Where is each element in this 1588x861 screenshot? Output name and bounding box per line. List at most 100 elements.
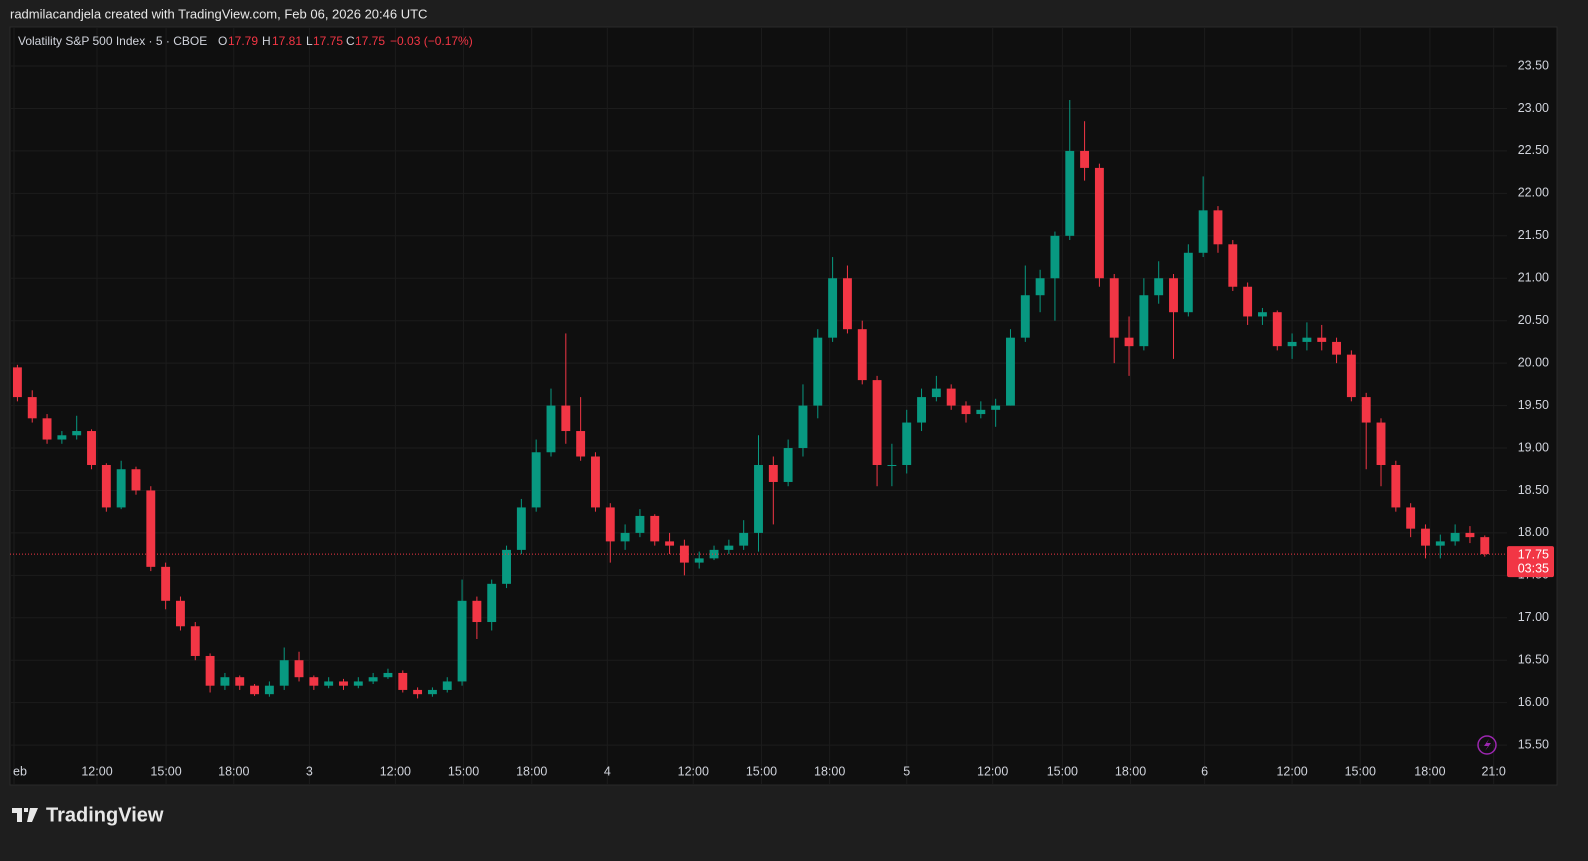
alert-bolt[interactable] [1484, 739, 1491, 751]
legend-o: 17.79 [228, 34, 258, 48]
candle-body [842, 278, 852, 330]
x-tick-label: 12:00 [81, 764, 112, 778]
y-tick-label: 21.50 [1518, 228, 1549, 242]
candle-body [353, 681, 363, 686]
candle-body [857, 329, 867, 381]
candle-body [724, 545, 734, 550]
candle-body [1480, 537, 1490, 555]
candle-body [87, 431, 96, 465]
x-tick-label: 15:00 [448, 764, 479, 778]
x-tick-label: 18:00 [516, 764, 547, 778]
legend: Volatility S&P 500 Index · 5 · CBOE O 17… [18, 34, 473, 48]
x-tick-label: 5 [903, 764, 910, 778]
candle-body [190, 626, 200, 656]
candle-body [339, 681, 348, 686]
candle-body [176, 600, 185, 627]
candle-body [798, 405, 808, 449]
legend-l-label: L [306, 34, 313, 48]
candle-body [739, 532, 749, 546]
axes: 15.5016.0016.5017.0017.5018.0018.5019.00… [10, 58, 1554, 778]
candle-body [309, 677, 319, 686]
y-tick-label: 18.50 [1518, 483, 1549, 497]
candle-body [694, 558, 704, 563]
y-tick-label: 23.00 [1518, 101, 1549, 115]
candle-body [813, 337, 823, 406]
candle-body [1139, 295, 1149, 347]
y-tick-label: 16.00 [1518, 695, 1549, 709]
candle-body [620, 532, 630, 542]
footer-logo: TradingView [12, 804, 164, 826]
candle-body [279, 660, 289, 686]
candle-body [991, 405, 1001, 410]
candle-body [650, 515, 660, 542]
candle-body [946, 388, 956, 406]
candle-body [264, 685, 274, 695]
candle-body [1391, 464, 1401, 508]
candle-body [398, 672, 408, 690]
candle-body [605, 507, 615, 542]
brand: TradingView [46, 804, 164, 826]
alert-icon[interactable] [1477, 735, 1497, 755]
candle-body [487, 583, 497, 623]
x-tick-label: 15:00 [1047, 764, 1078, 778]
candle-body [1406, 507, 1416, 529]
legend-title: Volatility S&P 500 Index · 5 · CBOE [18, 34, 207, 48]
candle-body [591, 456, 600, 508]
candle-body [1080, 150, 1090, 168]
candle-body [1198, 210, 1208, 253]
candle-body [131, 469, 141, 491]
y-tick-label: 21.00 [1518, 271, 1549, 285]
candle-body [976, 409, 986, 415]
candle-body [116, 469, 126, 508]
legend-l: 17.75 [313, 34, 343, 48]
candle-body [768, 464, 778, 482]
candle-body [754, 464, 763, 533]
candle-body [205, 655, 215, 686]
candle-body [502, 549, 511, 584]
candle-body [1109, 278, 1119, 338]
candle-body [1035, 278, 1045, 296]
candle-body [635, 515, 645, 533]
y-tick-label: 20.50 [1518, 313, 1549, 327]
candle-body [1124, 337, 1134, 347]
legend-change: −0.03 (−0.17%) [390, 34, 473, 48]
candle-body [1154, 278, 1164, 296]
candle-body [961, 405, 971, 415]
x-tick-label: 12:00 [380, 764, 411, 778]
candle-body [1332, 341, 1341, 355]
candle-body [1421, 528, 1430, 546]
candle-body [413, 689, 423, 695]
y-tick-label: 19.50 [1518, 398, 1549, 412]
x-tick-label: 15:00 [1345, 764, 1376, 778]
y-tick-label: 19.00 [1518, 440, 1549, 454]
x-tick-label: 21:0 [1481, 764, 1505, 778]
candle-body [576, 431, 586, 457]
candle-body [1213, 210, 1223, 245]
x-tick-label: 6 [1201, 764, 1208, 778]
candle-body [146, 490, 156, 567]
candle-body [516, 507, 526, 550]
alert-circle[interactable] [1477, 735, 1497, 755]
legend-h: 17.81 [272, 34, 302, 48]
candle-body [917, 397, 926, 423]
candle-body [1228, 244, 1238, 287]
candle-body [783, 448, 793, 482]
x-tick-label: eb [13, 764, 27, 778]
candles [12, 99, 1490, 699]
candle-body [1361, 397, 1371, 423]
candle-body [457, 600, 467, 682]
candle-body [12, 367, 22, 398]
candle-body [1020, 295, 1030, 338]
y-tick-label: 22.00 [1518, 186, 1549, 200]
candle-body [442, 681, 452, 690]
candle-body [161, 566, 171, 601]
candle-body [1272, 312, 1282, 347]
countdown-label: 03:35 [1518, 561, 1549, 575]
last-price-box [1507, 546, 1554, 578]
x-tick-label: 18:00 [814, 764, 845, 778]
candle-body [1006, 337, 1015, 406]
logo-mark [12, 808, 38, 822]
candle-body [235, 677, 245, 686]
candle-body [1317, 337, 1327, 342]
candle-body [1346, 354, 1356, 398]
